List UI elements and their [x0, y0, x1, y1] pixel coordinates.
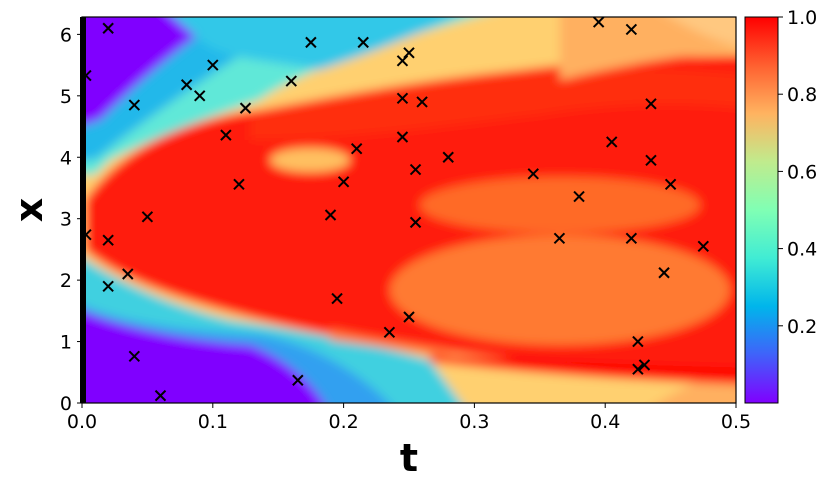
- sample-point-marker: [207, 59, 219, 71]
- plot-axes: 0.0 0.1 0.2 0.3 0.4 0.5 0 1 2 3 4 5 6: [60, 16, 751, 433]
- sample-point-marker: [664, 178, 677, 190]
- y-tick-label: 2: [60, 270, 72, 292]
- sample-point-marker: [396, 55, 409, 67]
- colorbar-tick-label: 0.4: [787, 239, 817, 261]
- sample-point-marker: [233, 178, 245, 190]
- sample-point-marker: [350, 142, 363, 155]
- sample-point-marker: [403, 47, 415, 59]
- y-tick-label: 0: [60, 393, 72, 415]
- sample-point-marker: [128, 99, 141, 111]
- sample-point-marker: [553, 232, 566, 245]
- sample-point-marker: [625, 232, 638, 245]
- sample-point-marker: [645, 154, 657, 167]
- sample-point-marker: [102, 22, 114, 34]
- sample-point-marker: [102, 234, 114, 246]
- sample-point-marker: [383, 326, 396, 339]
- sample-point-marker: [573, 190, 585, 203]
- x-tick-label: 0.2: [328, 411, 358, 433]
- sample-points-layer: [80, 16, 710, 402]
- sample-point-marker: [632, 335, 644, 348]
- sample-point-marker: [409, 163, 422, 176]
- sample-point-marker: [416, 96, 428, 108]
- sample-point-marker: [337, 176, 350, 188]
- heatmap-field: [82, 17, 736, 403]
- x-tick-label: 0.4: [590, 411, 620, 433]
- colorbar-tick-label: 0.6: [787, 161, 817, 183]
- sample-point-marker: [128, 350, 141, 363]
- y-axis-label: x: [7, 198, 51, 223]
- sample-point-marker: [645, 98, 657, 110]
- colorbar-tick-label: 0.2: [787, 316, 817, 338]
- sample-point-marker: [403, 311, 415, 323]
- sample-point-marker: [658, 267, 670, 279]
- x-axis-label: t: [400, 436, 418, 480]
- sample-point-marker: [285, 75, 297, 87]
- sample-point-marker: [324, 209, 337, 221]
- y-tick-label: 3: [60, 209, 72, 231]
- sample-point-marker: [239, 102, 252, 114]
- sample-point-marker: [396, 92, 409, 104]
- sample-point-marker: [194, 90, 206, 102]
- sample-point-marker: [220, 129, 232, 141]
- sample-point-marker: [527, 168, 539, 180]
- sample-point-marker: [625, 23, 638, 36]
- sample-point-marker: [697, 240, 710, 253]
- x-tick-label: 0.1: [198, 411, 228, 433]
- x-tick-label: 0.3: [459, 411, 489, 433]
- sample-point-marker: [305, 36, 317, 49]
- sample-point-marker: [80, 228, 92, 241]
- sample-point-marker: [154, 389, 167, 402]
- y-tick-label: 4: [60, 147, 72, 169]
- sample-point-marker: [80, 69, 92, 82]
- x-tick-label: 0.5: [721, 411, 751, 433]
- colorbar: 0.2 0.4 0.6 0.8 1.0: [744, 7, 817, 404]
- x-tick-label: 0.0: [67, 411, 97, 433]
- y-tick-label: 5: [60, 86, 72, 108]
- sample-point-marker: [592, 16, 605, 28]
- sample-point-marker: [409, 216, 422, 229]
- sample-point-marker: [606, 136, 618, 148]
- sample-point-marker: [357, 36, 369, 49]
- colorbar-tick-label: 0.8: [787, 84, 817, 106]
- sample-point-marker: [632, 363, 644, 375]
- sample-point-marker: [442, 151, 454, 163]
- sample-point-marker: [102, 280, 114, 292]
- sample-point-marker: [292, 374, 304, 386]
- colorbar-tick-label: 1.0: [787, 7, 817, 29]
- sample-point-marker: [396, 131, 409, 143]
- sample-point-marker: [122, 268, 134, 280]
- y-tick-label: 1: [60, 332, 72, 354]
- sample-point-marker: [638, 359, 651, 371]
- y-tick-label: 6: [60, 24, 72, 46]
- sample-point-marker: [141, 211, 154, 223]
- sample-point-marker: [180, 79, 193, 91]
- sample-point-marker: [331, 292, 343, 305]
